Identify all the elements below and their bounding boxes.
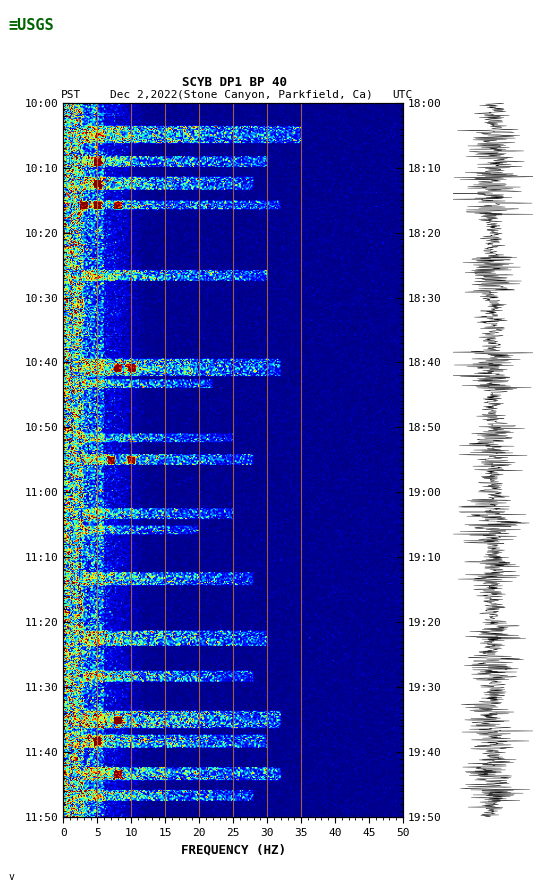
Text: v: v <box>8 872 14 882</box>
Text: ≡USGS: ≡USGS <box>8 18 54 33</box>
Text: UTC: UTC <box>392 90 412 100</box>
Text: PST: PST <box>61 90 81 100</box>
X-axis label: FREQUENCY (HZ): FREQUENCY (HZ) <box>181 843 286 856</box>
Text: (Stone Canyon, Parkfield, Ca): (Stone Canyon, Parkfield, Ca) <box>177 90 373 100</box>
Text: SCYB DP1 BP 40: SCYB DP1 BP 40 <box>182 76 287 89</box>
Text: Dec 2,2022: Dec 2,2022 <box>110 90 178 100</box>
